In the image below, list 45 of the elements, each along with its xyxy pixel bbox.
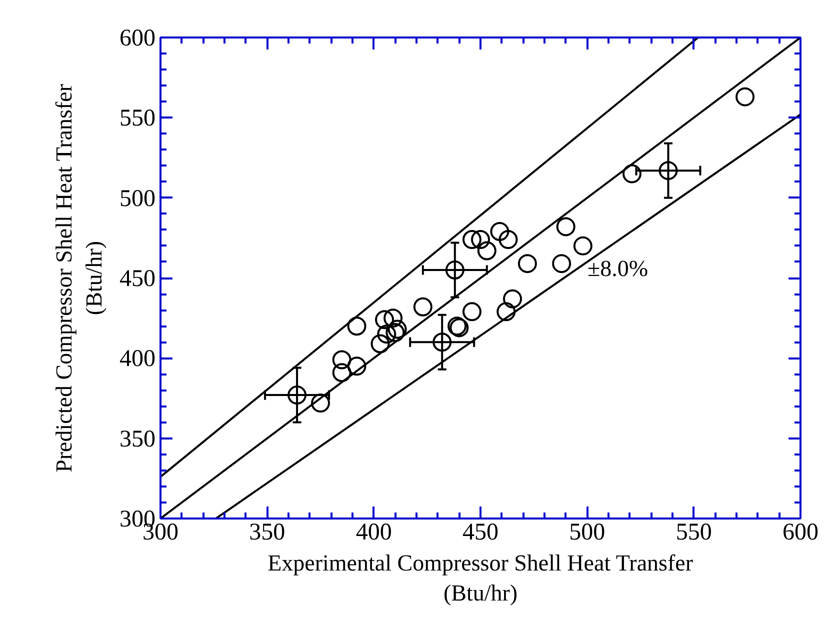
point (477, 241, 496, 260)
point (462, 302, 482, 322)
point (462, 230, 482, 250)
point (518, 254, 537, 274)
x-tick-label: 500 (569, 520, 606, 546)
y-tick-label: 600 (120, 26, 156, 52)
annotation: ±8.0% (588, 256, 648, 281)
point (347, 316, 366, 336)
point (311, 394, 330, 413)
x-tick-label: 600 (782, 520, 818, 546)
x-tick-label: 450 (462, 520, 498, 546)
point (490, 222, 510, 241)
point (370, 334, 390, 354)
x-tick-label: 350 (249, 520, 286, 546)
y-tick-label: 500 (120, 186, 156, 212)
x-tick-label: 550 (676, 520, 712, 546)
point (413, 297, 432, 316)
x-axis-title: Experimental Compressor Shell Heat Transfer (Btu/hr) (268, 550, 694, 606)
y-tick-label: 400 (120, 346, 156, 372)
point (658, 161, 678, 180)
point (432, 332, 452, 352)
point (332, 363, 352, 382)
y-axis-title: Predicted Compressor Shell Heat Transfer (Btu/hr) (52, 84, 106, 472)
point (384, 308, 403, 328)
point (332, 350, 352, 370)
point (388, 320, 407, 339)
y-tick-label: 350 (120, 426, 156, 452)
point (503, 289, 522, 308)
point (375, 310, 394, 330)
point (445, 260, 464, 280)
point (552, 254, 572, 274)
point (471, 230, 490, 250)
point (736, 87, 755, 106)
point (347, 356, 366, 376)
point (622, 164, 642, 184)
point (573, 236, 592, 256)
y-tick-label: 550 (120, 106, 156, 132)
point (288, 386, 307, 405)
point (496, 302, 516, 322)
y-tick-label: 450 (120, 266, 156, 292)
point (377, 324, 396, 344)
point (498, 230, 518, 250)
x-tick-label: 400 (356, 520, 392, 546)
point (386, 323, 405, 342)
point (556, 217, 576, 236)
